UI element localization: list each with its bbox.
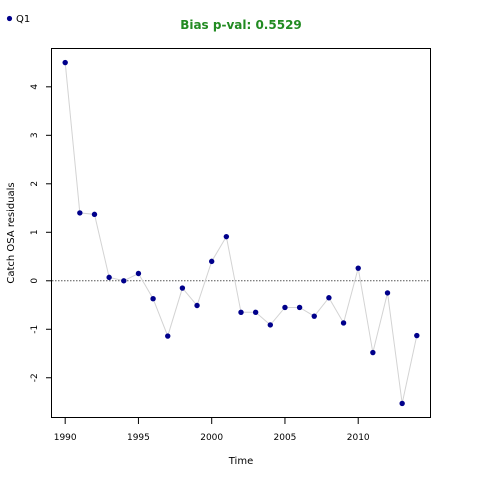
y-tick-label: -2 bbox=[30, 373, 40, 382]
data-point bbox=[106, 274, 112, 281]
y-axis-label: Catch OSA residuals bbox=[6, 182, 17, 283]
data-point bbox=[384, 290, 391, 296]
y-tick-label: 0 bbox=[30, 278, 40, 284]
data-point bbox=[135, 270, 142, 277]
y-tick-label: -1 bbox=[30, 325, 40, 334]
data-point bbox=[165, 333, 171, 339]
y-tick-label: 1 bbox=[30, 229, 40, 235]
data-point bbox=[62, 59, 68, 66]
plot-frame bbox=[51, 48, 431, 418]
data-point bbox=[296, 304, 303, 311]
data-point bbox=[370, 349, 376, 356]
data-point bbox=[223, 233, 230, 240]
x-tick-label: 1995 bbox=[127, 433, 150, 443]
data-point bbox=[208, 258, 215, 265]
x-tick-label: 2010 bbox=[347, 433, 370, 443]
data-point bbox=[326, 295, 332, 301]
data-point bbox=[282, 304, 288, 311]
legend-label: Q1 bbox=[16, 14, 30, 25]
plot-area bbox=[52, 59, 430, 407]
data-point bbox=[340, 320, 347, 326]
y-tick-label: 2 bbox=[30, 181, 40, 187]
legend: Q1 bbox=[6, 14, 30, 25]
data-point bbox=[399, 400, 405, 407]
data-point bbox=[150, 296, 156, 302]
data-point bbox=[267, 322, 274, 328]
x-tick-label: 2005 bbox=[274, 433, 297, 443]
data-point bbox=[77, 210, 83, 216]
chart-title: Bias p-val: 0.5529 bbox=[180, 18, 302, 32]
x-axis: 1990 1995 2000 2005 2010 bbox=[54, 418, 370, 443]
data-point bbox=[238, 309, 244, 315]
data-point bbox=[121, 278, 127, 284]
y-tick-label: 4 bbox=[30, 84, 40, 90]
data-point bbox=[355, 265, 361, 271]
y-tick-label: 3 bbox=[30, 132, 40, 138]
data-point bbox=[311, 313, 317, 319]
data-point bbox=[414, 332, 420, 339]
legend-marker bbox=[6, 15, 13, 22]
data-point bbox=[91, 211, 98, 218]
x-tick-label: 2000 bbox=[200, 433, 223, 443]
x-axis-label: Time bbox=[228, 456, 253, 467]
x-tick-label: 1990 bbox=[54, 433, 77, 443]
data-point bbox=[194, 302, 200, 309]
y-axis: -2 -1 0 1 2 3 4 bbox=[30, 84, 52, 382]
data-point bbox=[252, 309, 259, 315]
data-point bbox=[179, 285, 186, 291]
